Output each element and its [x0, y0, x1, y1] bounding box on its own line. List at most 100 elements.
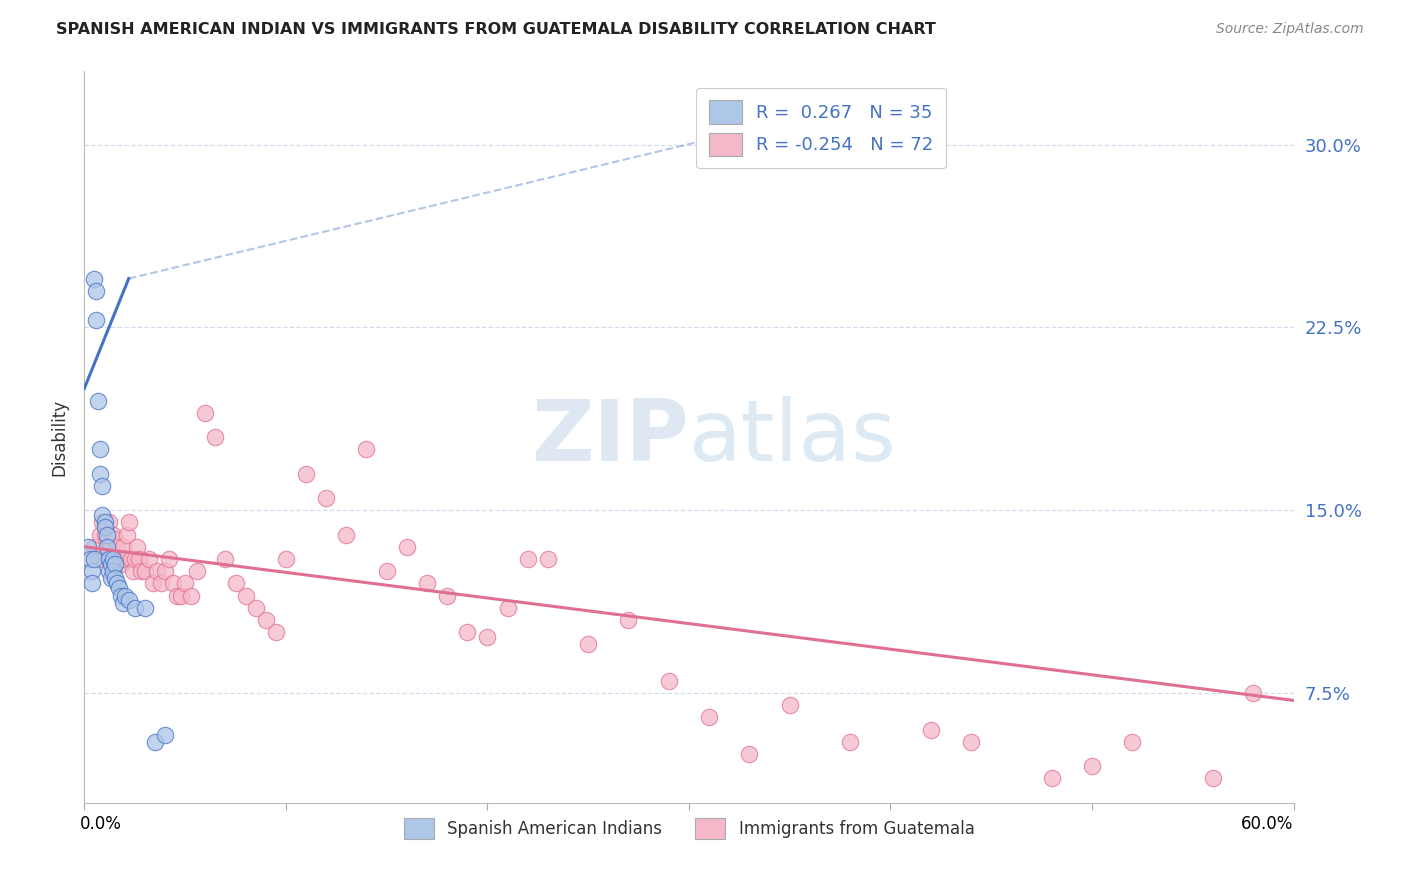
Point [264, 625, 287, 640]
Point [335, 527, 357, 541]
Point [91, 508, 114, 522]
Point [170, 589, 193, 603]
Point [93, 527, 115, 541]
Point [101, 564, 124, 578]
Text: ZIP: ZIP [531, 395, 689, 479]
Point [93, 520, 115, 534]
Point [254, 613, 277, 627]
Point [738, 747, 761, 761]
Point [149, 576, 172, 591]
Point [245, 600, 267, 615]
Point [839, 735, 862, 749]
Point [456, 625, 478, 640]
Text: atlas: atlas [689, 395, 897, 479]
Text: 0.0%: 0.0% [80, 815, 122, 833]
Point [104, 533, 127, 547]
Point [157, 552, 180, 566]
Point [97, 552, 120, 566]
Point [97, 516, 120, 530]
Point [375, 564, 398, 578]
Point [114, 589, 136, 603]
Point [134, 564, 156, 578]
Point [1241, 686, 1264, 700]
Point [1202, 772, 1225, 786]
Point [153, 564, 176, 578]
Y-axis label: Disability: Disability [51, 399, 69, 475]
Point [111, 540, 134, 554]
Point [779, 698, 801, 713]
Point [142, 576, 165, 591]
Point [138, 552, 160, 566]
Point [121, 564, 143, 578]
Point [194, 406, 217, 420]
Point [477, 630, 499, 644]
Point [186, 564, 208, 578]
Legend: Spanish American Indians, Immigrants from Guatemala: Spanish American Indians, Immigrants fro… [396, 811, 981, 846]
Point [225, 576, 247, 591]
Point [120, 552, 142, 566]
Point [107, 581, 129, 595]
Point [91, 479, 114, 493]
Point [104, 557, 127, 571]
Point [101, 552, 124, 566]
Point [537, 552, 560, 566]
Point [162, 576, 184, 591]
Point [274, 552, 297, 566]
Point [617, 613, 640, 627]
Point [1040, 772, 1063, 786]
Point [143, 735, 166, 749]
Point [153, 727, 176, 741]
Point [83, 540, 105, 554]
Point [96, 533, 118, 547]
Point [146, 564, 169, 578]
Point [960, 735, 983, 749]
Point [576, 637, 599, 651]
Point [110, 557, 132, 571]
Text: Source: ZipAtlas.com: Source: ZipAtlas.com [1216, 22, 1364, 37]
Point [235, 589, 257, 603]
Point [111, 596, 134, 610]
Point [124, 600, 146, 615]
Point [118, 593, 141, 607]
Point [77, 540, 100, 554]
Point [100, 572, 122, 586]
Point [79, 552, 101, 566]
Point [83, 271, 105, 285]
Point [166, 589, 188, 603]
Point [1121, 735, 1143, 749]
Point [82, 564, 104, 578]
Point [87, 393, 110, 408]
Point [104, 572, 127, 586]
Point [110, 589, 132, 603]
Point [436, 589, 458, 603]
Point [107, 552, 129, 566]
Point [697, 710, 720, 724]
Point [180, 589, 202, 603]
Point [174, 576, 197, 591]
Point [89, 442, 111, 457]
Point [295, 467, 318, 481]
Point [83, 552, 105, 566]
Point [920, 723, 942, 737]
Point [82, 576, 104, 591]
Point [114, 552, 136, 566]
Point [97, 564, 120, 578]
Point [416, 576, 439, 591]
Point [214, 552, 236, 566]
Point [100, 557, 122, 571]
Point [96, 527, 118, 541]
Point [100, 540, 122, 554]
Point [105, 540, 128, 554]
Point [204, 430, 226, 444]
Point [124, 552, 146, 566]
Point [125, 540, 148, 554]
Point [315, 491, 337, 505]
Point [91, 516, 114, 530]
Point [86, 284, 108, 298]
Point [101, 527, 124, 541]
Point [129, 564, 152, 578]
Point [395, 540, 418, 554]
Point [89, 467, 111, 481]
Point [1081, 759, 1104, 773]
Point [496, 600, 519, 615]
